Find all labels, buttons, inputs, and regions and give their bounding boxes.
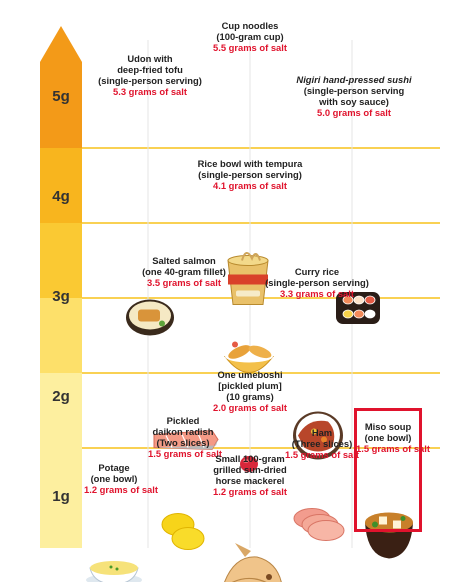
item-label-udon: Udon with deep-fried tofu (single-person… — [98, 53, 202, 97]
tick-3g: 3g — [52, 288, 70, 305]
salmon-icon — [153, 429, 219, 451]
scale-band-4g — [40, 148, 82, 223]
scale-band-5g — [40, 26, 82, 148]
tick-1g: 1g — [52, 488, 70, 505]
item-label-curry: Curry rice (single-person serving) 3.3 g… — [265, 266, 369, 299]
ham-icon — [293, 508, 345, 541]
scale-band-3g — [40, 223, 82, 298]
miso-soup-highlight-box — [354, 408, 422, 532]
scale-band-1g — [40, 373, 82, 448]
udon-bowl-icon — [126, 299, 174, 336]
item-label-potage: Potage (one bowl) 1.2 grams of salt — [84, 462, 158, 495]
item-label-tempura-bowl: Rice bowl with tempura (single-person se… — [197, 158, 303, 191]
scale-band-bottom — [40, 448, 82, 548]
cup-noodles-icon — [227, 252, 269, 305]
curry-rice-icon — [293, 411, 343, 460]
item-label-umeboshi: One umeboshi [pickled plum] (10 grams) 2… — [213, 369, 287, 413]
sushi-icon — [336, 292, 380, 324]
tempura-bowl-icon — [223, 341, 275, 373]
tick-2g: 2g — [52, 388, 70, 405]
tick-5g: 5g — [52, 88, 70, 105]
item-label-mackerel: Small 100-gram grilled sun-dried horse m… — [213, 453, 287, 497]
tick-4g: 4g — [52, 188, 70, 205]
mackerel-icon — [224, 543, 282, 582]
item-label-sushi: Nigiri hand-pressed sushi (single-person… — [296, 74, 412, 118]
item-label-salmon: Salted salmon (one 40-gram fillet) 3.5 g… — [142, 255, 226, 288]
daikon-icon — [161, 513, 205, 550]
scale-band-2g — [40, 298, 82, 373]
item-label-daikon: Pickled daikon radish (Two slices) 1.5 g… — [148, 415, 222, 459]
item-label-cup-noodles: Cup noodles (100-gram cup) 5.5 grams of … — [213, 20, 287, 53]
item-label-miso: Miso soup (one bowl) 1.5 grams of salt — [356, 421, 430, 454]
umeboshi-icon — [240, 456, 258, 472]
item-label-ham: Ham (Three slices) 1.5 grams of salt — [285, 427, 359, 460]
potage-icon — [86, 561, 142, 582]
